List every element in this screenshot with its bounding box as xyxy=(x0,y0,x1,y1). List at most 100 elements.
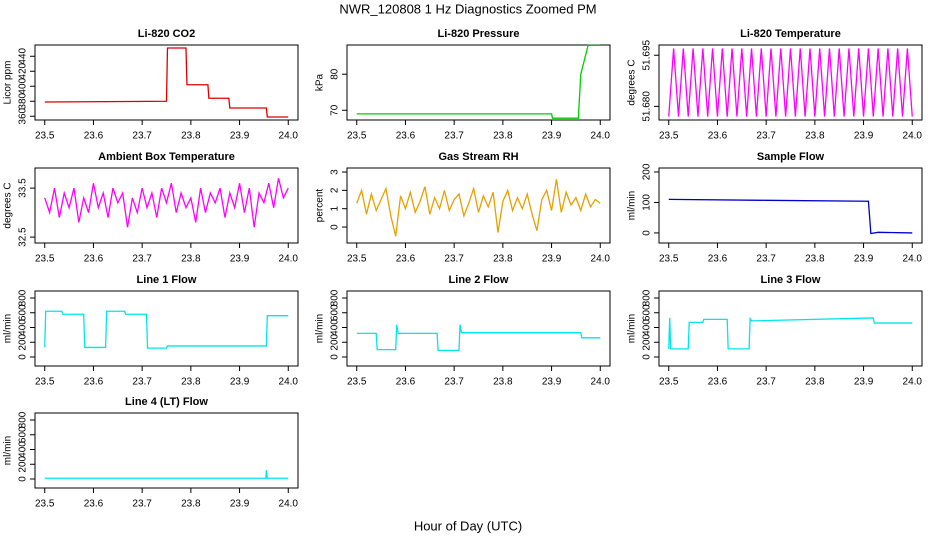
y-tick-label: 100 xyxy=(642,194,653,211)
x-tick-label: 23.9 xyxy=(542,254,562,265)
y-tick-label: 0 xyxy=(18,476,29,482)
x-tick-label: 23.9 xyxy=(542,377,562,388)
x-tick-label: 23.6 xyxy=(84,377,104,388)
x-tick-label: 23.8 xyxy=(181,254,201,265)
panel-title: Li-820 CO2 xyxy=(138,28,195,40)
y-tick-label: 200 xyxy=(18,333,29,350)
y-axis-label: ml/min xyxy=(627,191,638,220)
plot-frame xyxy=(34,44,299,121)
x-tick-label: 23.9 xyxy=(542,131,562,142)
x-tick-label: 24.0 xyxy=(903,377,923,388)
x-tick-label: 23.7 xyxy=(444,131,464,142)
panel-title: Line 1 Flow xyxy=(137,274,197,286)
x-tick-label: 23.9 xyxy=(230,499,250,510)
y-tick-label: 3 xyxy=(330,169,341,175)
x-tick-label: 23.7 xyxy=(444,254,464,265)
x-tick-label: 23.6 xyxy=(708,377,728,388)
x-tick-label: 23.6 xyxy=(708,131,728,142)
plot-frame xyxy=(34,412,299,489)
x-tick-label: 24.0 xyxy=(903,131,923,142)
x-tick-label: 23.6 xyxy=(396,254,416,265)
x-tick-label: 23.7 xyxy=(756,254,776,265)
data-line xyxy=(668,316,913,350)
y-axis-label: ml/min xyxy=(315,314,326,343)
panel-title: Sample Flow xyxy=(757,151,825,163)
x-tick-label: 23.9 xyxy=(230,131,250,142)
plot-frame xyxy=(34,290,299,367)
y-tick-label: 360 xyxy=(18,107,29,124)
y-tick-label: 800 xyxy=(18,289,29,306)
plot-frame xyxy=(346,167,611,244)
x-tick-label: 23.8 xyxy=(805,131,825,142)
data-line xyxy=(44,47,289,118)
y-tick-label: 33.5 xyxy=(18,178,29,198)
x-tick-label: 24.0 xyxy=(591,377,611,388)
data-line xyxy=(356,179,601,237)
y-tick-label: 200 xyxy=(642,163,653,180)
x-tick-label: 23.8 xyxy=(805,377,825,388)
x-tick-label: 24.0 xyxy=(279,499,299,510)
x-tick-label: 23.7 xyxy=(132,254,152,265)
data-line xyxy=(44,178,289,228)
x-tick-label: 23.9 xyxy=(230,377,250,388)
x-tick-label: 23.7 xyxy=(132,377,152,388)
y-tick-label: 32.5 xyxy=(18,227,29,247)
x-tick-label: 23.9 xyxy=(854,377,874,388)
y-tick-label: 400 xyxy=(642,319,653,336)
x-tick-label: 23.9 xyxy=(854,131,874,142)
x-tick-label: 23.6 xyxy=(396,377,416,388)
y-axis-label: degrees C xyxy=(3,182,14,228)
x-tick-label: 23.5 xyxy=(347,254,367,265)
x-tick-label: 23.5 xyxy=(659,131,679,142)
x-tick-label: 23.9 xyxy=(854,254,874,265)
data-line xyxy=(44,470,289,479)
x-tick-label: 23.5 xyxy=(35,254,55,265)
x-axis-label: Hour of Day (UTC) xyxy=(414,518,522,533)
x-tick-label: 23.6 xyxy=(84,131,104,142)
plot-frame xyxy=(658,44,923,121)
x-tick-label: 23.9 xyxy=(230,254,250,265)
y-tick-label: 380 xyxy=(18,92,29,109)
x-tick-label: 23.6 xyxy=(396,131,416,142)
y-tick-label: 440 xyxy=(18,47,29,64)
y-axis-label: ml/min xyxy=(3,436,14,465)
y-tick-label: 51.695 xyxy=(642,39,653,70)
x-tick-label: 23.5 xyxy=(347,377,367,388)
y-tick-label: 800 xyxy=(330,289,341,306)
y-tick-label: 600 xyxy=(330,304,341,321)
plot-frame xyxy=(658,290,923,367)
x-tick-label: 23.5 xyxy=(35,499,55,510)
x-tick-label: 23.8 xyxy=(181,377,201,388)
plot-frame xyxy=(346,44,611,121)
panel-title: Gas Stream RH xyxy=(438,151,518,163)
y-tick-label: 2 xyxy=(330,187,341,193)
y-tick-label: 200 xyxy=(642,333,653,350)
x-tick-label: 23.7 xyxy=(756,377,776,388)
x-tick-label: 23.5 xyxy=(659,377,679,388)
x-tick-label: 23.7 xyxy=(444,377,464,388)
panel-title: Li-820 Temperature xyxy=(740,28,841,40)
y-tick-label: 0 xyxy=(642,230,653,236)
plot-frame xyxy=(658,167,923,244)
panel-title: Line 3 Flow xyxy=(761,274,821,286)
x-tick-label: 23.7 xyxy=(132,499,152,510)
x-tick-label: 23.7 xyxy=(756,131,776,142)
y-tick-label: 400 xyxy=(18,319,29,336)
y-axis-label: ml/min xyxy=(627,314,638,343)
y-tick-label: 400 xyxy=(18,441,29,458)
y-tick-label: 600 xyxy=(18,304,29,321)
x-tick-label: 24.0 xyxy=(591,131,611,142)
x-tick-label: 24.0 xyxy=(279,131,299,142)
data-line xyxy=(668,198,913,235)
y-tick-label: 80 xyxy=(330,68,341,80)
y-tick-label: 0 xyxy=(330,224,341,230)
y-tick-label: 800 xyxy=(18,411,29,428)
plot-frame xyxy=(346,290,611,367)
x-tick-label: 23.6 xyxy=(708,254,728,265)
y-tick-label: 70 xyxy=(330,104,341,116)
panel-title: Line 4 (LT) Flow xyxy=(125,396,208,408)
panel-title: Li-820 Pressure xyxy=(438,28,520,40)
x-tick-label: 23.7 xyxy=(132,131,152,142)
y-tick-label: 600 xyxy=(642,304,653,321)
